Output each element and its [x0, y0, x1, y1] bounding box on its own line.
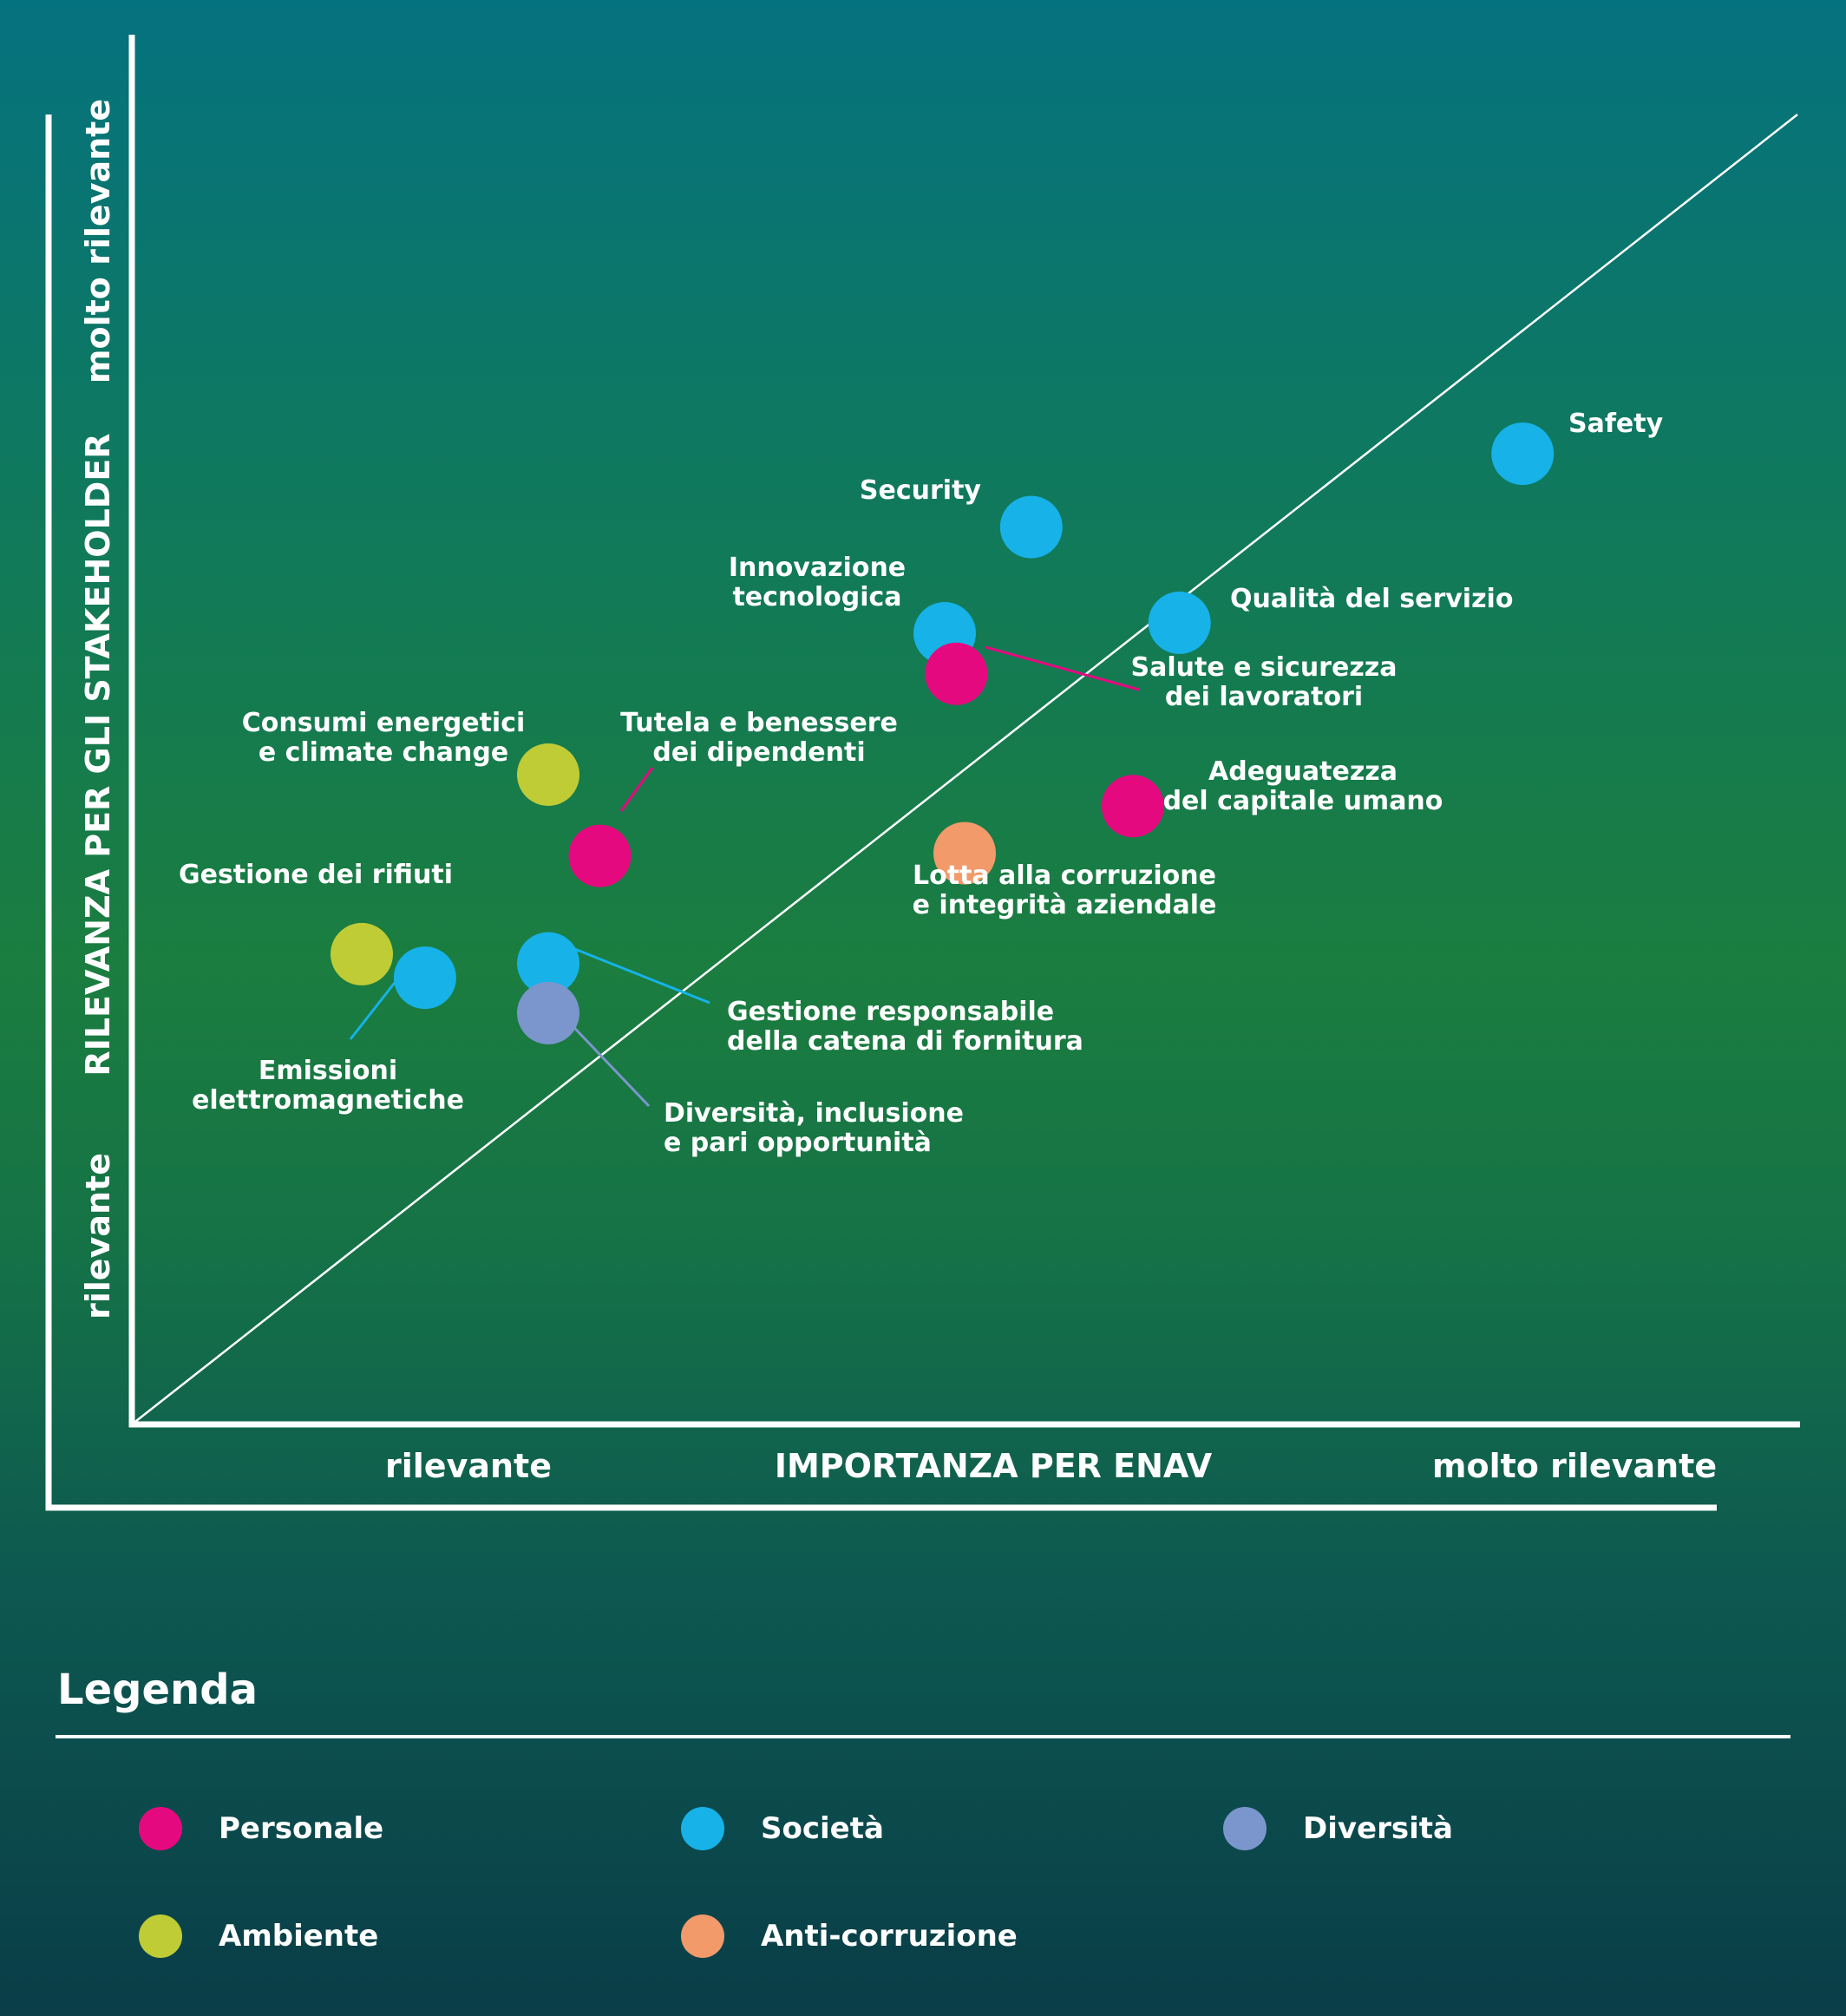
point-label-8-line-1: dei dipendenti: [652, 737, 865, 768]
x-axis-title: IMPORTANZA PER ENAV: [775, 1447, 1213, 1485]
point-label-2-line-0: Qualità del servizio: [1230, 584, 1513, 614]
data-point-5: [1101, 775, 1164, 838]
leader-line-8: [619, 767, 654, 812]
point-label-12-line-0: Diversità, inclusione: [664, 1098, 964, 1129]
legend-item-societa: Società: [681, 1806, 884, 1851]
outer-axis-lines: [45, 115, 1717, 1511]
data-point-9: [331, 922, 393, 985]
y-axis-title: RILEVANZA PER GLI STAKEHOLDER: [79, 433, 117, 1076]
x-tick-low: rilevante: [385, 1447, 552, 1485]
data-point-0: [1491, 422, 1555, 486]
point-label-7-line-0: Consumi energetici: [242, 708, 526, 738]
point-label-1-line-0: Security: [860, 475, 982, 506]
data-point-2: [1148, 591, 1211, 654]
axes-frame: [45, 35, 1800, 1511]
point-label-11: Gestione responsabile della catena di for…: [727, 997, 1083, 1057]
data-point-4: [925, 642, 988, 705]
point-label-3-line-0: Innovazione: [729, 553, 906, 583]
point-label-9-line-0: Gestione dei rifiuti: [179, 860, 453, 890]
point-label-3-line-1: tecnologica: [732, 582, 901, 612]
point-label-1: Security: [860, 475, 982, 506]
leader-line-11: [572, 946, 710, 1005]
point-label-0: Safety: [1568, 409, 1664, 439]
data-point-10: [393, 946, 456, 1010]
point-labels: Safety Security Qualità del servizio Innova…: [179, 409, 1664, 1158]
point-label-7-line-1: e climate change: [259, 737, 508, 768]
diagonal-line: [131, 114, 1798, 1425]
point-label-10-line-0: Emissioni: [259, 1056, 397, 1086]
point-label-6-line-0: Lotta alla corruzione: [913, 861, 1216, 891]
legend-dot-societa: [681, 1807, 724, 1850]
point-label-5-line-0: Adeguatezza: [1208, 756, 1398, 787]
y-tick-high: molto rilevante: [79, 99, 117, 383]
point-label-7: Consumi energetici e climate change: [242, 708, 526, 768]
point-label-6: Lotta alla corruzione e integrità azienda…: [913, 861, 1217, 920]
legend-item-ambiente: Ambiente: [139, 1914, 378, 1959]
legend-label-anticorruzione: Anti-corruzione: [761, 1919, 1018, 1954]
y-tick-low: rilevante: [79, 1153, 117, 1319]
data-point-8: [568, 824, 632, 887]
point-label-12-line-1: e pari opportunità: [664, 1128, 932, 1158]
point-label-4-line-0: Salute e sicurezza: [1130, 652, 1397, 683]
point-label-2: Qualità del servizio: [1230, 584, 1513, 614]
point-label-4: Salute e sicurezza dei lavoratori: [1130, 652, 1397, 712]
data-points: [331, 422, 1555, 1108]
legend-dot-anticorruzione: [681, 1915, 724, 1958]
legend-label-personale: Personale: [219, 1811, 384, 1846]
point-label-12: Diversità, inclusione e pari opportunità: [664, 1098, 964, 1158]
legend-dot-personale: [139, 1807, 182, 1850]
x-tick-high: molto rilevante: [1432, 1447, 1717, 1485]
legend-item-diversita: Diversità: [1223, 1806, 1453, 1851]
data-point-6: [933, 821, 996, 885]
legend-divider: [56, 1735, 1790, 1738]
legend-label-diversita: Diversità: [1303, 1811, 1453, 1846]
leader-line-12: [560, 1013, 651, 1108]
legend-dot-ambiente: [139, 1915, 182, 1958]
point-label-11-line-1: della catena di fornitura: [727, 1026, 1083, 1057]
legend-title: Legenda: [57, 1666, 258, 1714]
point-label-5: Adeguatezza del capitale umano: [1163, 756, 1443, 816]
data-point-1: [999, 495, 1063, 559]
point-label-0-line-0: Safety: [1568, 409, 1664, 439]
data-point-12: [517, 981, 579, 1044]
point-label-6-line-1: e integrità aziendale: [913, 890, 1217, 920]
point-label-3: Innovazione tecnologica: [729, 553, 906, 612]
materiality-matrix: Safety Security Qualità del servizio Innova…: [45, 35, 1800, 1511]
point-label-8-line-0: Tutela e benessere: [620, 708, 898, 738]
point-label-10-line-1: elettromagnetiche: [192, 1085, 464, 1116]
point-label-4-line-1: dei lavoratori: [1165, 682, 1363, 712]
legend-dot-diversita: [1223, 1807, 1267, 1850]
leader-line-4: [985, 645, 1140, 691]
point-label-9: Gestione dei rifiuti: [179, 860, 453, 890]
data-point-11: [517, 932, 579, 995]
legend-label-societa: Società: [761, 1811, 884, 1846]
data-point-7: [517, 743, 579, 806]
point-label-8: Tutela e benessere dei dipendenti: [620, 708, 898, 768]
point-label-5-line-1: del capitale umano: [1163, 786, 1443, 816]
legend-label-ambiente: Ambiente: [219, 1919, 379, 1954]
point-label-10: Emissioni elettromagnetiche: [192, 1056, 464, 1116]
legend-item-personale: Personale: [139, 1806, 383, 1851]
legend-item-anticorruzione: Anti-corruzione: [681, 1914, 1018, 1959]
point-label-11-line-0: Gestione responsabile: [727, 997, 1054, 1027]
